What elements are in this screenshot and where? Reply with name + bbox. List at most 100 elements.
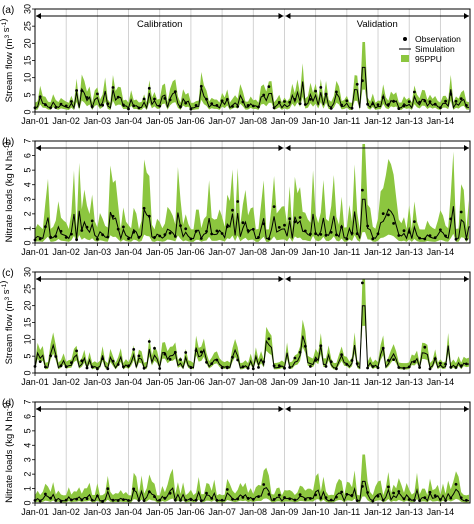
observation-point	[454, 99, 458, 103]
observation-point	[168, 491, 172, 495]
observation-point	[272, 205, 276, 209]
observation-point	[361, 485, 364, 488]
observation-point	[49, 354, 52, 358]
y-axis-label-part: s	[1, 289, 12, 297]
legend-simulation: Simulation	[415, 44, 455, 54]
observation-point	[459, 496, 463, 500]
y-tick-label: 10	[22, 334, 32, 344]
y-axis-label: Stream flow (m3 s-1)	[0, 281, 15, 365]
x-tick-label: Jan-02	[52, 247, 80, 257]
x-tick-label: Jan-14	[427, 377, 455, 387]
x-tick-label: Jan-12	[364, 247, 392, 257]
observation-point	[324, 92, 328, 96]
observation-point	[350, 106, 354, 110]
observation-point	[199, 499, 203, 503]
observation-point	[220, 498, 224, 502]
y-tick-label: 7	[22, 399, 32, 404]
observation-point	[387, 359, 390, 362]
x-tick-label: Jan-07	[208, 507, 236, 517]
observation-point	[371, 102, 375, 106]
observation-point	[85, 497, 89, 500]
calibration-arrow-head-left	[36, 406, 41, 412]
observation-point	[366, 366, 369, 370]
validation-arrow-head-right	[464, 145, 469, 151]
observation-point	[340, 490, 343, 494]
y-tick-label: 2	[22, 472, 32, 477]
observation-point	[189, 107, 193, 111]
observation-point	[225, 488, 229, 491]
observation-point	[454, 482, 458, 486]
observation-point	[355, 362, 359, 365]
observation-point	[454, 237, 458, 241]
observation-point	[75, 349, 78, 353]
observation-point	[418, 499, 421, 502]
observation-point	[251, 104, 255, 108]
observation-point	[272, 106, 276, 110]
observation-point	[111, 498, 115, 502]
observation-point	[236, 105, 240, 108]
observation-point	[127, 237, 130, 241]
observation-point	[96, 92, 99, 96]
observation-point	[428, 490, 432, 494]
y-axis-label: Stream flow (m3 s-1)	[0, 19, 15, 103]
observation-point	[428, 367, 432, 371]
observation-point	[137, 235, 141, 239]
observation-point	[122, 498, 125, 501]
x-tick-label: Jan-05	[146, 247, 174, 257]
x-tick-label: Jan-05	[146, 507, 174, 517]
x-tick-label: Jan-09	[271, 116, 299, 126]
observation-point	[241, 365, 245, 369]
observation-point	[184, 498, 188, 502]
observation-point	[241, 100, 245, 104]
observation-point	[293, 498, 297, 502]
observation-point	[392, 491, 395, 495]
observation-point	[246, 104, 250, 107]
observation-point	[101, 500, 104, 503]
observation-point	[75, 238, 78, 242]
observation-point	[246, 496, 250, 500]
y-axis-label-part: Nitrate loads (kg N ha	[4, 410, 15, 503]
observation-point	[413, 360, 416, 364]
observation-point	[106, 487, 110, 491]
observation-point	[329, 360, 333, 364]
observation-point	[257, 366, 260, 369]
observation-point	[277, 100, 281, 104]
x-tick-label: Jan-07	[208, 247, 236, 257]
observation-point	[59, 364, 63, 368]
observation-point	[44, 225, 47, 229]
observation-point	[147, 86, 151, 90]
y-tick-label: 30	[22, 4, 32, 14]
observation-point	[402, 497, 406, 501]
observation-point	[54, 235, 58, 238]
observation-point	[215, 229, 219, 233]
validation-arrow-head-right	[464, 276, 469, 282]
observation-point	[158, 234, 162, 238]
observation-point	[80, 359, 84, 363]
x-tick-label: Jan-14	[427, 116, 455, 126]
panel-label: (a)	[2, 5, 14, 16]
ppu-band	[35, 144, 469, 242]
y-tick-label: 1	[22, 226, 32, 231]
observation-point	[402, 104, 406, 108]
observation-point	[85, 225, 89, 229]
x-tick-label: Jan-09	[271, 507, 299, 517]
observation-point	[111, 214, 115, 218]
observation-point	[262, 360, 266, 364]
x-tick-label: Jan-05	[146, 377, 174, 387]
y-axis-label-superscript: -1	[1, 21, 8, 27]
observation-point	[90, 498, 94, 502]
y-axis-label-superscript: 3	[4, 297, 11, 301]
calibration-arrow-head-right	[278, 13, 284, 19]
observation-point	[413, 90, 416, 94]
observation-point	[439, 498, 442, 501]
observation-point	[158, 498, 162, 502]
observation-point	[298, 350, 302, 354]
observation-point	[309, 365, 312, 368]
observation-point	[449, 496, 453, 500]
y-tick-label: 3	[22, 197, 32, 202]
observation-point	[392, 99, 395, 103]
observation-point	[423, 99, 427, 103]
